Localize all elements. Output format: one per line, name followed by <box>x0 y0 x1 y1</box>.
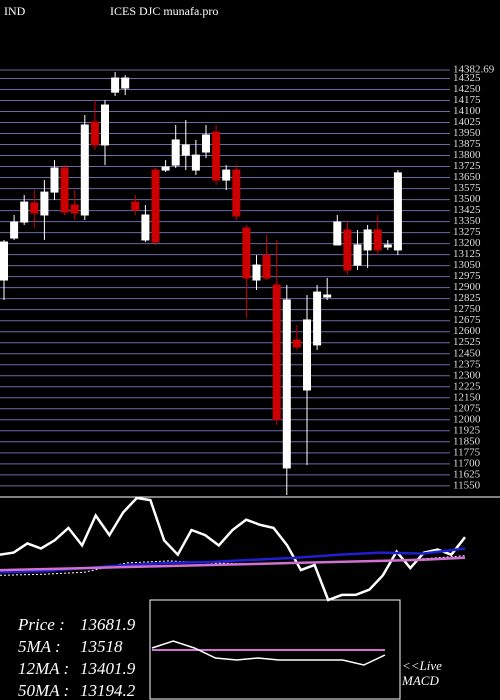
candle-body <box>151 169 160 243</box>
candle-body <box>101 104 109 146</box>
y-tick-label: 12675 <box>453 314 481 326</box>
candle-body <box>323 294 332 298</box>
stat-label: 12MA : <box>18 659 69 678</box>
y-tick-label: 13350 <box>453 215 481 227</box>
live-text: MACD <box>401 673 439 688</box>
y-tick-label: 11775 <box>453 446 481 458</box>
candle-body <box>353 244 362 266</box>
y-tick-label: 13650 <box>453 171 481 183</box>
candle-body <box>20 201 29 223</box>
candle-body <box>70 204 79 214</box>
stat-value: 13194.2 <box>80 681 136 700</box>
candle-body <box>393 172 402 251</box>
stat-value: 13518 <box>80 637 123 656</box>
candle-body <box>292 339 301 348</box>
panel-frame <box>149 599 401 700</box>
candle-body <box>252 264 261 281</box>
y-tick-label: 12450 <box>453 347 481 359</box>
y-tick-label: 13800 <box>453 149 481 161</box>
stat-label: 5MA : <box>18 637 61 656</box>
candle-body <box>282 299 291 469</box>
y-tick-label: 12975 <box>453 270 481 282</box>
candle-body <box>363 229 372 251</box>
y-tick-label: 14025 <box>453 116 481 128</box>
series-line <box>0 496 466 602</box>
candle-body <box>121 77 130 89</box>
title-right: ICES DJC munafa.pro <box>110 4 218 18</box>
live-text: <<Live <box>402 658 442 673</box>
stat-value: 13681.9 <box>80 615 136 634</box>
y-tick-label: 13950 <box>453 127 481 139</box>
candle-body <box>0 241 8 281</box>
candle-body <box>383 244 392 248</box>
y-tick-label: 11925 <box>453 424 481 436</box>
candle-body <box>272 284 281 421</box>
candle-body <box>171 139 180 166</box>
y-tick-label: 14382.69 <box>453 64 495 76</box>
y-tick-label: 12075 <box>453 402 481 414</box>
series-line <box>0 556 466 572</box>
y-tick-label: 12600 <box>453 325 481 337</box>
candle-body <box>161 166 170 171</box>
y-tick-label: 14325 <box>453 72 481 84</box>
candle-body <box>40 191 49 216</box>
candle-body <box>373 229 382 251</box>
y-tick-label: 12300 <box>453 369 481 381</box>
y-tick-label: 13725 <box>453 160 481 172</box>
y-tick-label: 12150 <box>453 391 481 403</box>
candle-body <box>343 229 352 271</box>
candle-body <box>30 202 39 214</box>
y-tick-label: 13500 <box>453 193 481 205</box>
candle-body <box>303 319 311 391</box>
stat-label: 50MA : <box>18 681 69 700</box>
y-tick-label: 12375 <box>453 358 481 370</box>
candle-body <box>111 77 120 93</box>
title-left: IND <box>4 4 26 18</box>
series-line <box>151 640 386 666</box>
stat-value: 13401.9 <box>80 659 136 678</box>
candle-body <box>131 201 140 211</box>
y-tick-label: 13425 <box>453 204 481 216</box>
y-tick-label: 13050 <box>453 259 481 271</box>
y-tick-label: 13575 <box>453 182 481 194</box>
candle-body <box>10 221 19 239</box>
y-tick-label: 14250 <box>453 83 481 95</box>
candle-body <box>141 214 150 241</box>
y-tick-label: 11850 <box>453 435 481 447</box>
candle-body <box>60 167 69 213</box>
y-tick-label: 13125 <box>453 248 481 260</box>
y-tick-label: 11700 <box>453 457 481 469</box>
y-tick-label: 11625 <box>453 468 481 480</box>
candle-body <box>232 169 241 217</box>
y-tick-label: 13200 <box>453 237 481 249</box>
candle-body <box>181 144 190 156</box>
candle-body <box>50 167 59 193</box>
y-tick-label: 13875 <box>453 138 481 150</box>
y-tick-label: 12225 <box>453 380 481 392</box>
y-tick-label: 13275 <box>453 226 481 238</box>
candle-body <box>333 221 342 246</box>
candle-body <box>242 227 251 279</box>
candle-body <box>262 254 271 279</box>
candle-body <box>80 124 89 216</box>
candle-body <box>212 131 221 181</box>
stat-label: Price : <box>17 615 65 634</box>
y-tick-label: 11550 <box>453 479 481 491</box>
y-tick-label: 12525 <box>453 336 481 348</box>
candle-body <box>222 169 231 181</box>
candle-body <box>191 154 200 171</box>
candle-body <box>202 134 210 153</box>
y-tick-label: 14175 <box>453 94 481 106</box>
y-tick-label: 12750 <box>453 303 481 315</box>
y-tick-label: 12825 <box>453 292 481 304</box>
candle-body <box>90 121 99 146</box>
y-tick-label: 12900 <box>453 281 481 293</box>
y-tick-label: 14100 <box>453 105 481 117</box>
y-tick-label: 12000 <box>453 413 481 425</box>
candle-body <box>313 291 322 346</box>
